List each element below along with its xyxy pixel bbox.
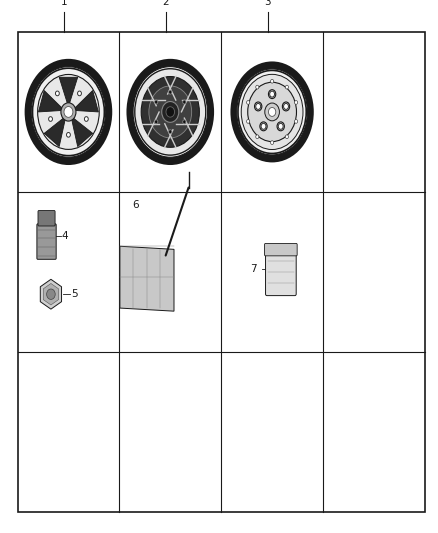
Circle shape [61,103,76,121]
Circle shape [256,135,259,139]
FancyBboxPatch shape [265,248,296,296]
Text: 2: 2 [162,0,169,7]
Circle shape [38,75,99,149]
Polygon shape [74,91,99,112]
Circle shape [67,133,71,137]
Text: 7: 7 [250,264,257,274]
FancyBboxPatch shape [38,211,55,226]
Text: 6: 6 [132,200,138,210]
Circle shape [169,130,172,134]
Circle shape [26,60,111,164]
Circle shape [127,60,213,164]
Circle shape [268,108,276,116]
Circle shape [265,103,279,121]
Text: 1: 1 [61,0,67,7]
Polygon shape [40,279,61,309]
Circle shape [286,135,289,139]
Circle shape [248,82,297,142]
FancyBboxPatch shape [37,224,56,259]
Circle shape [256,103,261,109]
Circle shape [78,91,81,96]
Circle shape [271,141,274,144]
Circle shape [256,85,259,89]
Circle shape [237,69,307,155]
Circle shape [254,102,262,111]
Circle shape [277,122,284,131]
Circle shape [231,62,313,161]
Circle shape [32,68,104,156]
Circle shape [271,79,274,83]
Circle shape [149,86,192,138]
Circle shape [283,102,290,111]
Circle shape [238,70,306,154]
Circle shape [260,122,267,131]
Polygon shape [44,118,65,147]
Bar [18,32,425,512]
Polygon shape [120,246,174,311]
Polygon shape [72,118,93,147]
Circle shape [183,120,186,124]
Circle shape [294,101,297,104]
Circle shape [241,74,303,150]
Circle shape [283,103,289,109]
Circle shape [46,289,55,300]
Circle shape [31,67,106,157]
Circle shape [278,123,283,130]
Circle shape [166,107,175,117]
Circle shape [268,90,276,99]
Text: 5: 5 [71,289,78,299]
Text: 3: 3 [265,0,271,7]
Circle shape [56,91,59,96]
Circle shape [286,85,289,89]
Circle shape [247,101,250,104]
Circle shape [261,123,266,130]
Circle shape [183,100,186,104]
Polygon shape [59,77,78,104]
Circle shape [135,69,206,155]
Circle shape [294,119,297,123]
Circle shape [64,107,73,117]
Polygon shape [43,284,59,305]
Circle shape [270,91,275,97]
Circle shape [49,117,53,122]
Polygon shape [39,91,62,112]
Circle shape [155,120,158,124]
Circle shape [141,77,199,147]
Text: 4: 4 [61,231,68,240]
Circle shape [133,67,208,157]
Circle shape [169,90,172,94]
Circle shape [247,119,250,123]
Circle shape [85,117,88,122]
FancyBboxPatch shape [265,244,297,256]
Circle shape [155,100,158,104]
Circle shape [162,101,179,123]
